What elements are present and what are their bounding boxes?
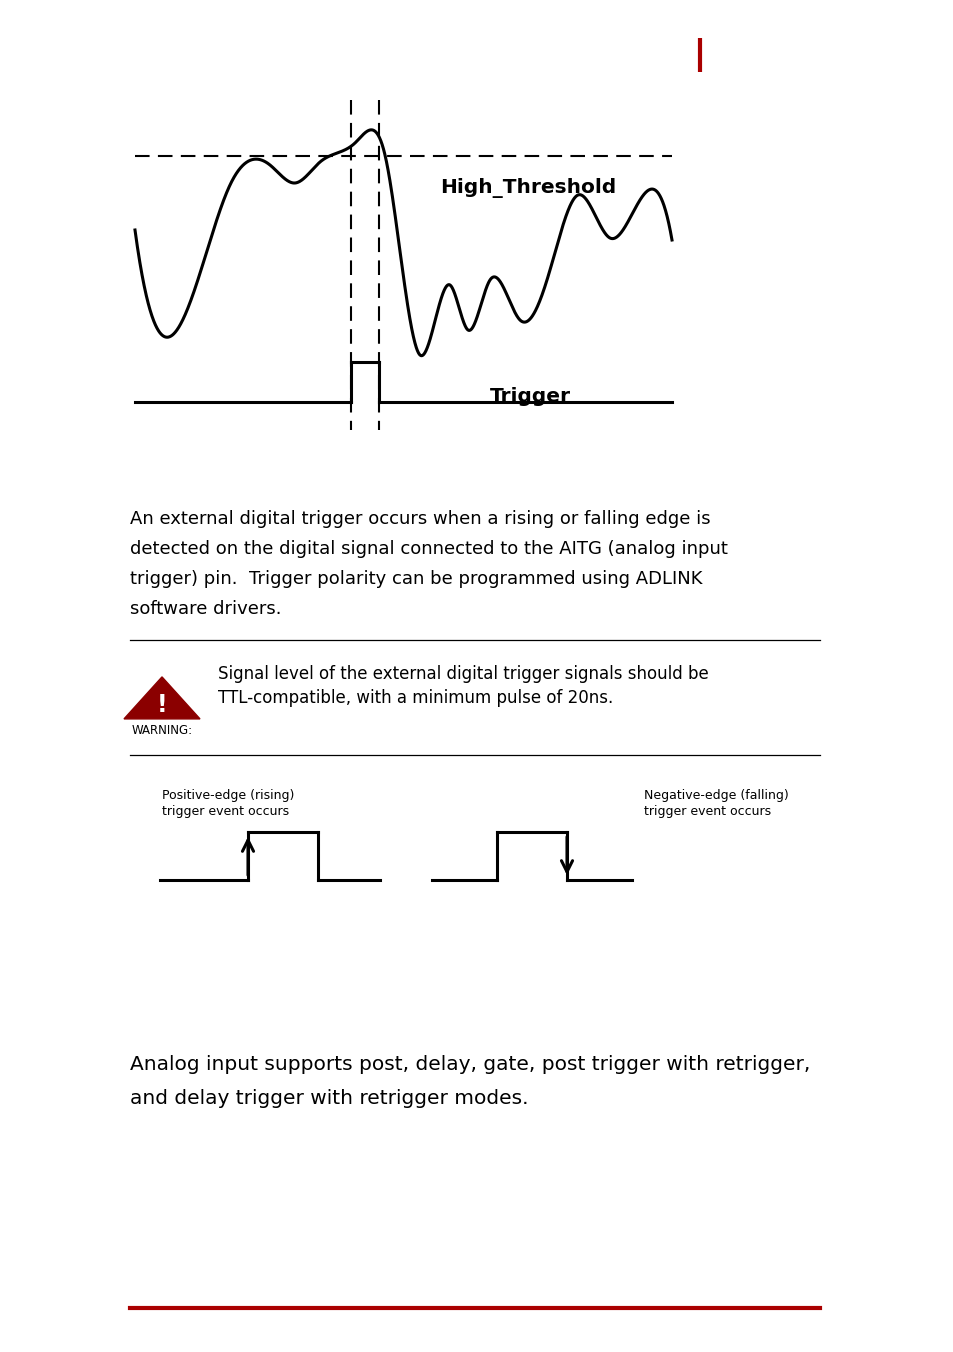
Text: trigger) pin.  Trigger polarity can be programmed using ADLINK: trigger) pin. Trigger polarity can be pr… (130, 571, 701, 588)
Text: TTL-compatible, with a minimum pulse of 20ns.: TTL-compatible, with a minimum pulse of … (218, 690, 613, 707)
Text: and delay trigger with retrigger modes.: and delay trigger with retrigger modes. (130, 1088, 528, 1109)
Text: detected on the digital signal connected to the AITG (analog input: detected on the digital signal connected… (130, 539, 727, 558)
Text: An external digital trigger occurs when a rising or falling edge is: An external digital trigger occurs when … (130, 510, 710, 529)
Text: Analog input supports post, delay, gate, post trigger with retrigger,: Analog input supports post, delay, gate,… (130, 1055, 809, 1073)
Text: software drivers.: software drivers. (130, 600, 281, 618)
Text: Negative-edge (falling): Negative-edge (falling) (643, 790, 788, 802)
Polygon shape (124, 677, 200, 719)
Text: Trigger: Trigger (490, 387, 571, 406)
Text: !: ! (156, 694, 167, 717)
Text: trigger event occurs: trigger event occurs (643, 804, 770, 818)
Text: trigger event occurs: trigger event occurs (162, 804, 289, 818)
Text: WARNING:: WARNING: (132, 723, 193, 737)
Text: High_Threshold: High_Threshold (439, 178, 616, 197)
Text: Positive-edge (rising): Positive-edge (rising) (162, 790, 294, 802)
Text: Signal level of the external digital trigger signals should be: Signal level of the external digital tri… (218, 665, 708, 683)
